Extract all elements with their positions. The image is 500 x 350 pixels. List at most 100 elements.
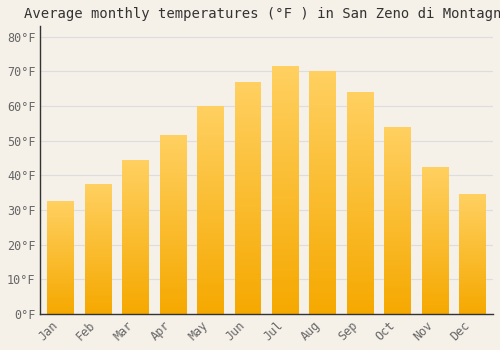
Bar <box>384 167 411 169</box>
Bar <box>384 258 411 260</box>
Bar <box>310 90 336 92</box>
Bar <box>85 301 112 302</box>
Bar <box>122 243 149 245</box>
Bar <box>272 308 299 311</box>
Bar <box>48 237 74 238</box>
Bar <box>234 224 262 227</box>
Bar <box>85 231 112 233</box>
Bar <box>347 220 374 222</box>
Bar <box>272 246 299 249</box>
Bar <box>48 262 74 263</box>
Bar <box>48 249 74 251</box>
Bar <box>234 131 262 134</box>
Bar <box>48 269 74 270</box>
Bar <box>310 217 336 220</box>
Bar <box>272 177 299 181</box>
Bar <box>272 119 299 122</box>
Bar <box>310 278 336 281</box>
Bar <box>459 293 486 294</box>
Bar <box>422 266 448 268</box>
Bar <box>272 162 299 165</box>
Bar <box>459 196 486 197</box>
Bar <box>384 246 411 248</box>
Bar <box>384 241 411 244</box>
Bar <box>347 98 374 100</box>
Bar <box>197 249 224 252</box>
Bar <box>160 265 186 267</box>
Bar <box>122 308 149 310</box>
Bar <box>347 209 374 211</box>
Bar <box>85 259 112 260</box>
Bar <box>384 228 411 230</box>
Bar <box>122 296 149 299</box>
Bar <box>234 308 262 311</box>
Bar <box>384 288 411 290</box>
Bar <box>122 208 149 210</box>
Bar <box>48 286 74 287</box>
Bar <box>384 262 411 265</box>
Bar <box>459 275 486 276</box>
Bar <box>459 220 486 221</box>
Bar <box>384 204 411 206</box>
Bar <box>85 249 112 251</box>
Bar <box>85 299 112 301</box>
Bar <box>310 71 336 74</box>
Bar <box>234 238 262 242</box>
Bar <box>234 134 262 137</box>
Bar <box>122 162 149 163</box>
Bar <box>160 225 186 227</box>
Bar <box>48 313 74 314</box>
Bar <box>160 223 186 225</box>
Bar <box>459 212 486 214</box>
Bar <box>234 290 262 294</box>
Bar <box>160 135 186 138</box>
Bar <box>384 304 411 307</box>
Bar <box>310 199 336 202</box>
Bar <box>272 100 299 103</box>
Bar <box>459 227 486 229</box>
Bar <box>48 228 74 229</box>
Bar <box>310 150 336 153</box>
Bar <box>160 202 186 205</box>
Bar <box>310 253 336 256</box>
Bar <box>384 260 411 262</box>
Bar <box>310 220 336 223</box>
Bar <box>85 189 112 190</box>
Bar <box>234 96 262 99</box>
Bar <box>384 171 411 174</box>
Bar <box>422 218 448 220</box>
Bar <box>347 250 374 253</box>
Bar <box>48 290 74 291</box>
Bar <box>384 237 411 239</box>
Bar <box>272 255 299 258</box>
Bar <box>234 285 262 288</box>
Bar <box>197 301 224 303</box>
Bar <box>122 225 149 227</box>
Bar <box>160 267 186 269</box>
Bar <box>384 265 411 267</box>
Bar <box>234 236 262 238</box>
Bar <box>422 275 448 277</box>
Bar <box>197 106 224 108</box>
Bar <box>272 85 299 88</box>
Bar <box>160 144 186 147</box>
Bar <box>122 281 149 283</box>
Bar <box>347 131 374 134</box>
Bar <box>197 189 224 192</box>
Bar <box>310 311 336 314</box>
Bar <box>422 185 448 187</box>
Bar <box>85 220 112 221</box>
Bar <box>384 244 411 246</box>
Bar <box>122 221 149 223</box>
Bar <box>85 233 112 234</box>
Bar <box>459 282 486 284</box>
Bar <box>310 187 336 190</box>
Bar <box>272 304 299 308</box>
Bar <box>422 285 448 286</box>
Bar <box>234 299 262 302</box>
Bar <box>48 308 74 310</box>
Bar <box>384 267 411 270</box>
Bar <box>422 292 448 294</box>
Bar <box>272 271 299 274</box>
Bar <box>197 285 224 288</box>
